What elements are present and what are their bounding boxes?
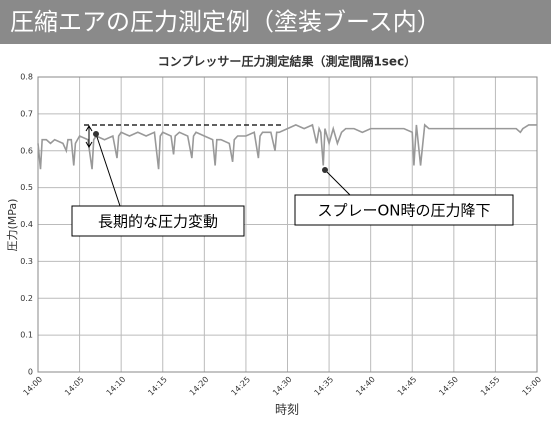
x-tick-label: 14:30 <box>271 375 294 398</box>
y-tick-label: 0.3 <box>20 257 33 266</box>
callout-box <box>294 194 514 226</box>
y-axis-label: 圧力(MPa) <box>6 199 19 252</box>
x-tick-label: 14:10 <box>105 375 128 398</box>
callout-box <box>71 205 245 237</box>
x-axis-label: 時刻 <box>275 403 299 417</box>
callout-text: スプレーON時の圧力降下 <box>317 202 490 220</box>
arrow-head <box>85 125 93 148</box>
x-tick-label: 14:35 <box>313 375 336 398</box>
plot-frame <box>37 76 538 373</box>
x-tick-label: 14:45 <box>396 375 419 398</box>
x-tick-label: 14:15 <box>146 375 169 398</box>
y-tick-label: 0.8 <box>20 73 33 82</box>
x-tick-label: 14:05 <box>63 375 86 398</box>
y-tick-label: 0.2 <box>20 294 33 303</box>
x-tick-label: 14:25 <box>229 375 252 398</box>
chart-title: コンプレッサー圧力測定結果（測定間隔1sec） <box>158 54 416 69</box>
y-tick-label: 0.6 <box>20 146 33 155</box>
pointer <box>95 133 121 207</box>
data-line <box>37 123 537 170</box>
pointer-dot <box>322 167 328 173</box>
y-tick-label: 0 <box>28 368 33 377</box>
x-tick-label: 15:00 <box>521 375 544 398</box>
y-tick-label: 0.1 <box>20 331 33 340</box>
x-tick-label: 14:40 <box>354 375 377 398</box>
x-tick-label: 14:00 <box>22 375 45 398</box>
y-tick-label: 0.5 <box>20 183 33 192</box>
callout-text: 長期的な圧力変動 <box>98 213 218 231</box>
y-tick-label: 0.7 <box>20 109 33 118</box>
x-tick-label: 14:55 <box>479 375 502 398</box>
y-tick-label: 0.4 <box>20 220 33 229</box>
banner-title: 圧縮エアの圧力測定例（塗装ブース内） <box>10 8 441 36</box>
pointer-dot <box>93 131 99 137</box>
x-tick-label: 14:50 <box>437 375 460 398</box>
pointer <box>324 169 351 196</box>
banner <box>0 0 551 44</box>
x-tick-label: 14:20 <box>188 375 211 398</box>
